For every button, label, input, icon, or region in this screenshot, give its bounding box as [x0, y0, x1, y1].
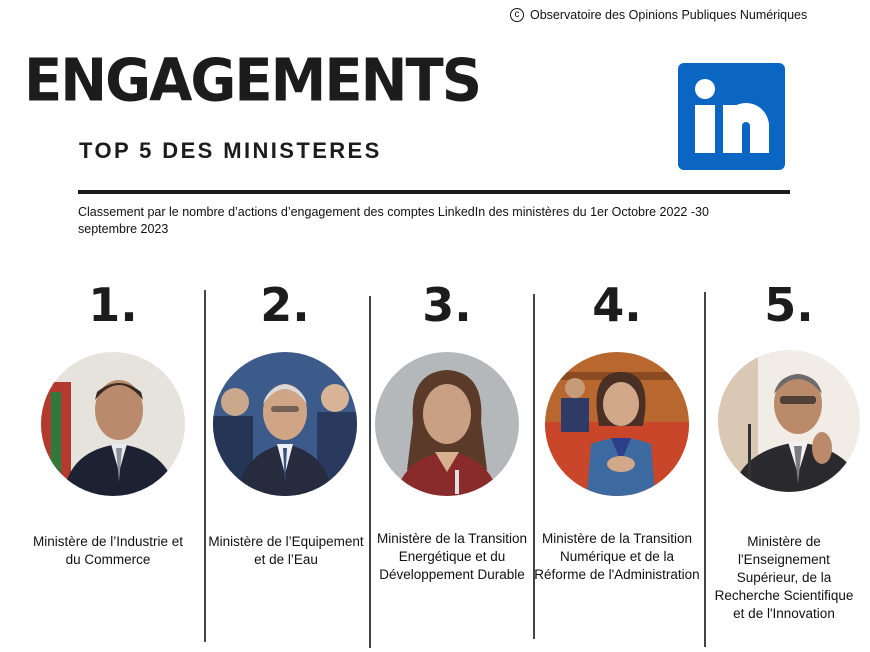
ranking-item-5: 5. — [704, 282, 870, 492]
minister-photo — [718, 350, 860, 492]
ranking-item-4: 4. — [532, 282, 702, 496]
header-divider — [78, 190, 790, 194]
minister-photo — [375, 352, 519, 496]
copyright-notice: c Observatoire des Opinions Publiques Nu… — [510, 8, 807, 22]
ministry-name: Ministère de la Transition Energétique e… — [376, 531, 528, 582]
ministry-name: Ministère de la Transition Numérique et … — [534, 531, 700, 582]
page-subtitle: TOP 5 DES MINISTERES — [79, 138, 382, 163]
minister-photo — [545, 352, 689, 496]
column-divider — [204, 290, 206, 642]
rank-number: 5. — [764, 278, 814, 332]
rank-number: 3. — [422, 278, 472, 332]
copyright-icon: c — [510, 8, 524, 22]
page-title: ENGAGEMENTS — [24, 46, 482, 115]
ranking-description: Classement par le nombre d’actions d’eng… — [78, 205, 709, 236]
rank-number: 2. — [260, 278, 310, 332]
ministry-name: Ministère de l’Industrie et du Commerce — [32, 534, 184, 567]
column-divider — [369, 296, 371, 648]
column-divider — [533, 294, 535, 639]
column-divider — [704, 292, 706, 647]
ranking-item-3: 3. — [362, 282, 532, 496]
rank-number: 4. — [592, 278, 642, 332]
linkedin-logo-icon — [678, 63, 785, 170]
ministry-name: Ministère de l’Equipement et de l’Eau — [208, 534, 364, 567]
copyright-text: Observatoire des Opinions Publiques Numé… — [530, 8, 808, 22]
ranking-item-2: 2. — [200, 282, 370, 496]
rank-number: 1. — [88, 278, 138, 332]
minister-photo — [41, 352, 185, 496]
ministry-name: Ministère de l'Enseignement Supérieur, d… — [714, 534, 854, 621]
minister-photo — [213, 352, 357, 496]
ranking-item-1: 1. — [28, 282, 198, 496]
